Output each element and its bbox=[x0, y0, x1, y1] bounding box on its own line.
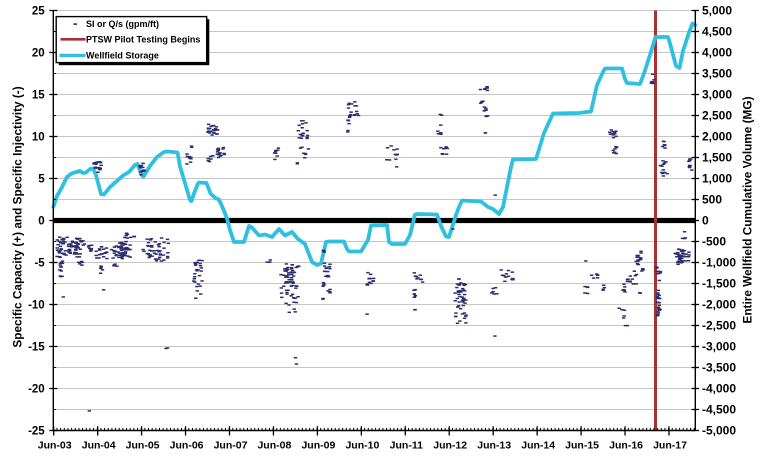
svg-text:4,000: 4,000 bbox=[702, 46, 732, 60]
svg-text:-1,500: -1,500 bbox=[702, 277, 736, 291]
svg-text:Jun-07: Jun-07 bbox=[214, 440, 248, 452]
svg-text:-500: -500 bbox=[702, 235, 726, 249]
svg-text:Specific Capacity (+) and Spec: Specific Capacity (+) and Specific Injec… bbox=[11, 86, 25, 347]
svg-text:20: 20 bbox=[32, 48, 45, 60]
svg-text:Jun-03: Jun-03 bbox=[38, 440, 72, 452]
svg-text:5: 5 bbox=[38, 174, 45, 186]
svg-text:10: 10 bbox=[32, 132, 45, 144]
svg-text:-5,000: -5,000 bbox=[702, 424, 736, 438]
svg-text:-20: -20 bbox=[28, 384, 45, 396]
svg-text:PTSW Pilot Testing Begins: PTSW Pilot Testing Begins bbox=[86, 35, 200, 45]
svg-text:1,500: 1,500 bbox=[702, 151, 732, 165]
svg-text:Wellfield Storage: Wellfield Storage bbox=[86, 51, 159, 61]
svg-text:4,500: 4,500 bbox=[702, 25, 732, 39]
svg-text:Jun-12: Jun-12 bbox=[433, 440, 467, 452]
svg-text:-4,500: -4,500 bbox=[702, 403, 736, 417]
svg-text:0: 0 bbox=[38, 216, 44, 228]
svg-text:Jun-09: Jun-09 bbox=[301, 440, 335, 452]
svg-text:Jun-15: Jun-15 bbox=[565, 440, 599, 452]
svg-text:-15: -15 bbox=[28, 342, 45, 354]
svg-text:Jun-08: Jun-08 bbox=[257, 440, 291, 452]
svg-text:Jun-06: Jun-06 bbox=[170, 440, 204, 452]
svg-text:5,000: 5,000 bbox=[702, 4, 732, 18]
svg-text:Jun-17: Jun-17 bbox=[653, 440, 687, 452]
svg-text:25: 25 bbox=[32, 6, 45, 18]
svg-text:-1,000: -1,000 bbox=[702, 256, 736, 270]
svg-text:Jun-11: Jun-11 bbox=[390, 440, 423, 452]
svg-text:Jun-04: Jun-04 bbox=[82, 440, 116, 452]
svg-text:Jun-10: Jun-10 bbox=[345, 440, 379, 452]
svg-text:-10: -10 bbox=[28, 300, 45, 312]
svg-text:3,000: 3,000 bbox=[702, 88, 732, 102]
svg-text:SI or Q/s (gpm/ft): SI or Q/s (gpm/ft) bbox=[86, 19, 159, 29]
svg-text:-5: -5 bbox=[34, 258, 45, 270]
svg-text:Jun-16: Jun-16 bbox=[609, 440, 643, 452]
svg-text:Jun-05: Jun-05 bbox=[126, 440, 160, 452]
svg-text:0: 0 bbox=[702, 214, 709, 228]
svg-text:-3,500: -3,500 bbox=[702, 361, 736, 375]
svg-text:500: 500 bbox=[702, 193, 722, 207]
svg-text:Jun-14: Jun-14 bbox=[521, 440, 555, 452]
svg-text:1,000: 1,000 bbox=[702, 172, 732, 186]
svg-text:-3,000: -3,000 bbox=[702, 340, 736, 354]
svg-text:-4,000: -4,000 bbox=[702, 382, 736, 396]
svg-text:15: 15 bbox=[32, 90, 45, 102]
svg-text:-2,000: -2,000 bbox=[702, 298, 736, 312]
svg-text:2,500: 2,500 bbox=[702, 109, 732, 123]
svg-text:-25: -25 bbox=[28, 426, 45, 438]
svg-text:3,500: 3,500 bbox=[702, 67, 732, 81]
svg-text:Jun-13: Jun-13 bbox=[477, 440, 511, 452]
svg-text:2,000: 2,000 bbox=[702, 130, 732, 144]
svg-text:Entire Wellfield Cumulative Vo: Entire Wellfield Cumulative Volume (MG) bbox=[741, 96, 755, 323]
svg-text:-2,500: -2,500 bbox=[702, 319, 736, 333]
